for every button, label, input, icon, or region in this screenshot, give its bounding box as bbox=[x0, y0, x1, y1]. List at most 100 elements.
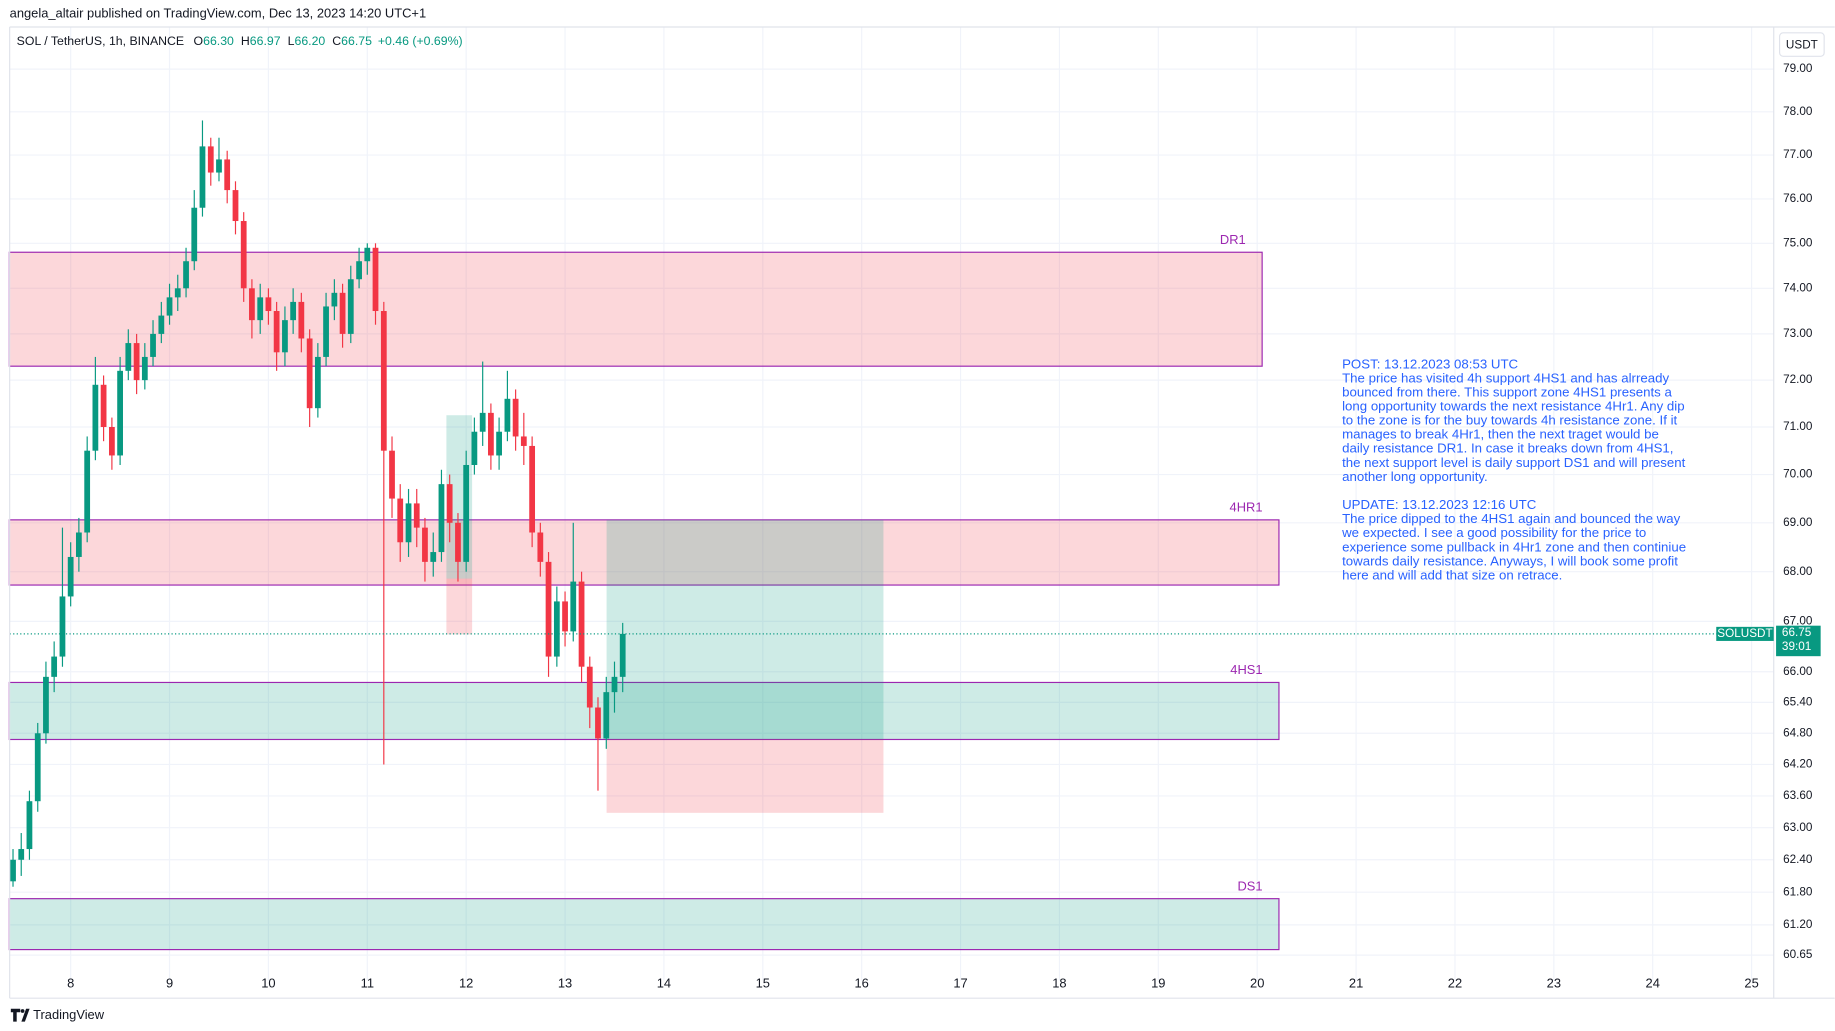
candle-body bbox=[504, 398, 511, 432]
candle-body bbox=[611, 676, 618, 693]
y-tick-label: 69.00 bbox=[1783, 516, 1813, 529]
y-tick-label: 67.00 bbox=[1783, 614, 1813, 627]
candle-body bbox=[553, 601, 560, 657]
note-line: we expected. I see a good possibility fo… bbox=[1341, 525, 1646, 540]
grid bbox=[9, 26, 1774, 981]
candle-body bbox=[595, 707, 601, 739]
candle-body bbox=[67, 556, 74, 597]
publisher-line: angela_altair published on TradingView.c… bbox=[10, 5, 426, 20]
note-line: The price has visited 4h support 4HS1 an… bbox=[1342, 370, 1669, 385]
currency-button[interactable] bbox=[1779, 32, 1825, 57]
candle-body bbox=[84, 450, 91, 533]
candle-body bbox=[240, 221, 247, 289]
candle-body bbox=[570, 581, 577, 632]
legend-value: 66.20 bbox=[294, 34, 325, 48]
zone bbox=[8, 519, 1280, 586]
candle-body bbox=[51, 656, 58, 677]
candle-body bbox=[92, 384, 99, 451]
candle-body bbox=[389, 450, 395, 499]
candle-body bbox=[158, 315, 165, 334]
candle-body bbox=[331, 292, 338, 307]
candle-body bbox=[488, 412, 494, 456]
candle-body bbox=[150, 333, 156, 357]
position-stop bbox=[606, 739, 884, 813]
zone-label: DS1 bbox=[1237, 878, 1262, 893]
candle-body bbox=[207, 146, 214, 173]
note-line: manages to break 4Hr1, then the next tra… bbox=[1342, 427, 1659, 442]
x-tick-label: 22 bbox=[1448, 975, 1462, 990]
candle-body bbox=[75, 532, 82, 557]
y-tick-label: 66.00 bbox=[1783, 665, 1813, 678]
note-line: another long opportunity. bbox=[1342, 469, 1488, 484]
price-badge-label: 66.75 bbox=[1782, 626, 1812, 639]
candle-body bbox=[512, 398, 519, 437]
candle-body bbox=[273, 311, 280, 353]
x-tick-label: 13 bbox=[558, 975, 572, 990]
x-tick-label: 9 bbox=[166, 975, 173, 990]
zone-label: 4HS1 bbox=[1230, 662, 1262, 677]
candle-body bbox=[174, 288, 181, 298]
legend: SOL / TetherUS, 1h, BINANCE O66.30 H66.97 L… bbox=[17, 34, 463, 48]
candle-body bbox=[537, 532, 544, 562]
candle-body bbox=[471, 431, 478, 465]
countdown-label: 39:01 bbox=[1782, 640, 1811, 653]
candle-body bbox=[314, 356, 321, 409]
y-tick-label: 74.00 bbox=[1783, 281, 1813, 294]
candle-body bbox=[380, 311, 387, 451]
y-tick-label: 68.00 bbox=[1783, 565, 1813, 578]
y-tick-label: 73.00 bbox=[1783, 327, 1813, 340]
candle-body bbox=[232, 190, 239, 222]
position-target bbox=[606, 519, 884, 740]
candle-body bbox=[438, 484, 445, 553]
note-line: The price dipped to the 4HS1 again and b… bbox=[1342, 511, 1680, 526]
legend-change: +0.46 (+0.69%) bbox=[378, 34, 463, 48]
note-line: long opportunity towards the next resist… bbox=[1342, 399, 1685, 414]
candle-body bbox=[199, 146, 206, 208]
candle-body bbox=[603, 692, 610, 739]
candle-body bbox=[545, 561, 552, 657]
legend-key: O bbox=[194, 34, 204, 48]
candle-body bbox=[290, 301, 297, 321]
note-line: towards daily resistance. Anyways, I wil… bbox=[1342, 553, 1678, 568]
candle-body bbox=[117, 370, 123, 456]
note-line: the next support level is daily support … bbox=[1342, 455, 1686, 470]
zone bbox=[8, 898, 1280, 951]
y-tick-label: 61.80 bbox=[1783, 885, 1813, 898]
y-tick-label: 65.40 bbox=[1783, 695, 1813, 708]
position-stop bbox=[446, 578, 473, 635]
layers: DR1 4HR1 4HS1 DS1 bbox=[8, 120, 1774, 951]
candle-body bbox=[265, 297, 272, 312]
x-tick-label: 15 bbox=[756, 975, 770, 990]
y-tick-label: 60.65 bbox=[1783, 948, 1813, 961]
note-line: daily resistance DR1. In case it breaks … bbox=[1342, 441, 1673, 456]
candle-body bbox=[216, 159, 222, 173]
candle-body bbox=[141, 356, 148, 381]
y-tick-label: 63.00 bbox=[1783, 821, 1813, 834]
candle-body bbox=[430, 552, 437, 562]
y-tick-label: 62.40 bbox=[1783, 853, 1813, 866]
y-tick-label: 61.20 bbox=[1783, 918, 1813, 931]
candle-body bbox=[413, 503, 420, 528]
x-tick-label: 12 bbox=[459, 975, 473, 990]
note-line: UPDATE: 13.12.2023 12:16 UTC bbox=[1342, 497, 1537, 512]
candle-body bbox=[18, 849, 25, 860]
candle-body bbox=[166, 297, 173, 316]
symbol-badge bbox=[1716, 626, 1774, 641]
note-line: bounced from there. This support zone 4H… bbox=[1342, 384, 1672, 399]
symbol-badge-label: SOLUSDT bbox=[1717, 627, 1772, 640]
candle-body bbox=[339, 292, 346, 334]
candle-body bbox=[372, 247, 379, 312]
y-tick-label: 76.00 bbox=[1783, 192, 1813, 205]
candle-body bbox=[356, 261, 362, 280]
candle-body bbox=[224, 159, 231, 191]
candle-body bbox=[397, 498, 404, 543]
x-tick-label: 8 bbox=[67, 975, 74, 990]
note-line: to the zone is for the buy towards 4h re… bbox=[1342, 413, 1677, 428]
y-tick-label: 77.00 bbox=[1783, 148, 1813, 161]
brand-name: TradingView bbox=[33, 1007, 105, 1022]
currency-label[interactable]: USDT bbox=[1786, 38, 1818, 51]
legend-key: H bbox=[241, 34, 250, 48]
